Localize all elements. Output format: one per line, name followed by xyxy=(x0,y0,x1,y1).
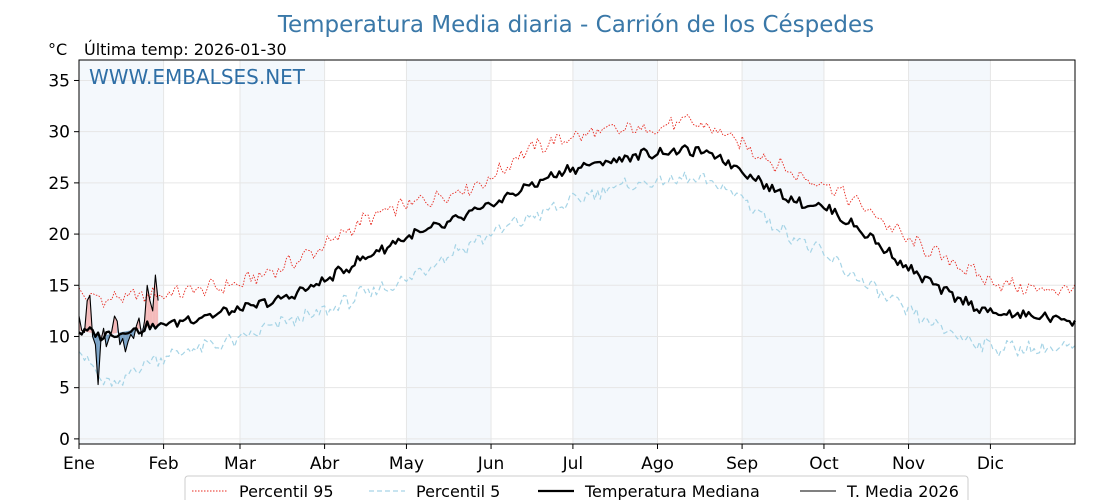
month-shade-ene xyxy=(79,60,164,444)
x-tick-label-oct: Oct xyxy=(809,454,839,474)
series-line-percentil-5 xyxy=(78,171,1076,387)
y-axis: 0 5 10 15 20 25 30 35 xyxy=(48,71,79,450)
legend: Percentil 95 Percentil 5 Temperatura Media… xyxy=(184,475,969,500)
x-tick-label-mar: Mar xyxy=(224,454,256,474)
legend-label-3: T. Media 2026 xyxy=(846,482,959,500)
y-tick-label-10: 10 xyxy=(48,327,70,347)
x-tick-label-feb: Feb xyxy=(149,454,179,474)
month-shade-jul xyxy=(572,60,658,444)
x-tick-label-jun: Jun xyxy=(477,454,505,474)
y-tick-label-30: 30 xyxy=(48,123,70,143)
month-shade-sep xyxy=(742,60,824,444)
x-tick-label-nov: Nov xyxy=(892,454,925,474)
x-tick-label-ene: Ene xyxy=(63,454,95,474)
y-tick-label-5: 5 xyxy=(59,379,70,399)
legend-label-1: Percentil 5 xyxy=(416,482,500,500)
y-tick-label-0: 0 xyxy=(59,430,70,450)
x-tick-label-sep: Sep xyxy=(726,454,758,474)
unit-label: °C xyxy=(48,40,67,59)
legend-label-2: Temperatura Mediana xyxy=(584,482,760,500)
y-tick-label-15: 15 xyxy=(48,276,70,296)
y-tick-label-35: 35 xyxy=(48,71,70,91)
legend-box xyxy=(184,475,969,500)
series-line-temperatura-mediana xyxy=(78,144,1077,342)
month-shade-mar xyxy=(239,60,325,444)
x-tick-label-ago: Ago xyxy=(641,454,674,474)
fill-below-median xyxy=(125,330,129,352)
x-tick-label-abr: Abr xyxy=(310,454,339,474)
plot-area xyxy=(78,59,1077,445)
fill-above-median xyxy=(87,295,90,333)
x-tick-label-jul: Jul xyxy=(562,454,584,474)
month-shade-may xyxy=(406,60,492,444)
month-shade-nov xyxy=(908,60,991,444)
last-temp-label: Última temp: 2026-01-30 xyxy=(84,40,287,59)
fill-above-median xyxy=(155,275,159,327)
legend-items: Percentil 95 Percentil 5 Temperatura Media… xyxy=(192,482,959,500)
watermark: WWW.EMBALSES.NET xyxy=(89,65,306,89)
y-tick-label-20: 20 xyxy=(48,225,70,245)
y-tick-label-25: 25 xyxy=(48,174,70,194)
x-axis: Ene Feb Mar Abr May Jun Jul Ago Sep Oct Nov Dic xyxy=(63,444,1004,474)
series-lines xyxy=(78,114,1077,387)
grid-lines xyxy=(79,60,1075,444)
legend-label-0: Percentil 95 xyxy=(239,482,334,500)
x-tick-label-dic: Dic xyxy=(977,454,1004,474)
series-line-t-media-2026 xyxy=(78,274,159,386)
x-tick-label-may: May xyxy=(389,454,424,474)
fill-above-median xyxy=(149,300,153,328)
plot-frame xyxy=(78,59,1076,445)
chart-title: Temperatura Media diaria - Carrión de lo… xyxy=(277,12,874,38)
